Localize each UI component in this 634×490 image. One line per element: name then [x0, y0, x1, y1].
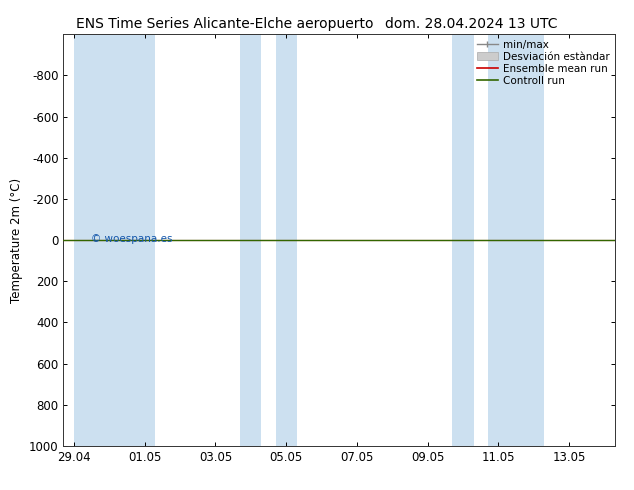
Text: © woespana.es: © woespana.es — [91, 234, 172, 244]
Bar — [74, 34, 155, 446]
Bar — [276, 34, 297, 446]
Bar — [488, 34, 544, 446]
Legend: min/max, Desviación estàndar, Ensemble mean run, Controll run: min/max, Desviación estàndar, Ensemble m… — [477, 40, 610, 86]
Text: dom. 28.04.2024 13 UTC: dom. 28.04.2024 13 UTC — [385, 17, 558, 31]
Y-axis label: Temperature 2m (°C): Temperature 2m (°C) — [10, 177, 23, 303]
Bar — [240, 34, 261, 446]
Bar — [452, 34, 474, 446]
Text: ENS Time Series Alicante-Elche aeropuerto: ENS Time Series Alicante-Elche aeropuert… — [76, 17, 373, 31]
